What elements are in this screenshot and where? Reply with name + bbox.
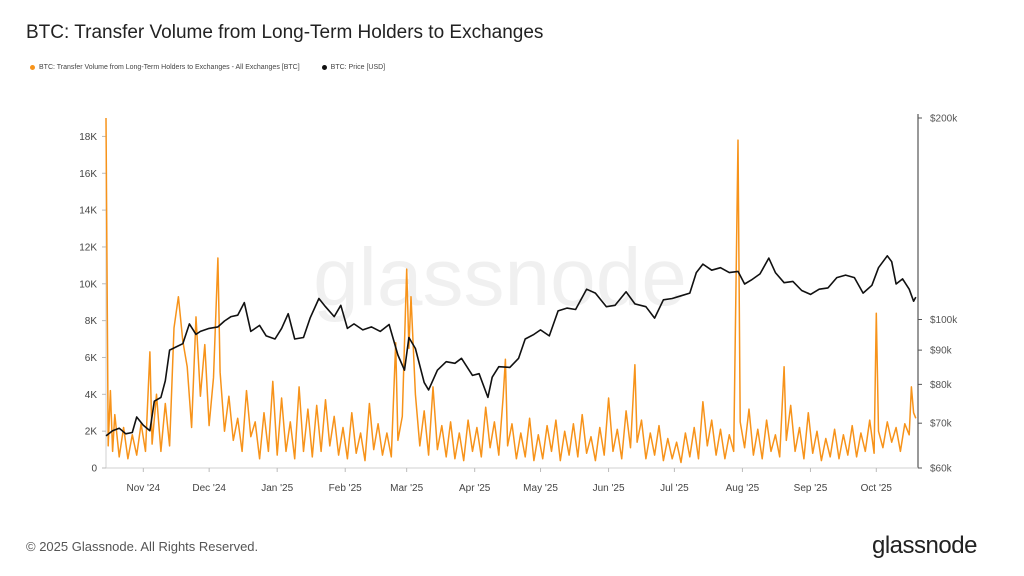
axes: 0 2K 4K 6K 8K 10K 12K 14K 16K 18K $60k $70k $80k $90k…: [79, 114, 958, 495]
x-tick-label: Apr '25: [459, 483, 491, 494]
legend: BTC: Transfer Volume from Long-Term Hold…: [30, 64, 407, 71]
x-tick-label: Jul '25: [660, 483, 689, 494]
y-left-tick-label: 8K: [85, 316, 98, 327]
copyright-text: © 2025 Glassnode. All Rights Reserved.: [26, 539, 259, 554]
glassnode-logo[interactable]: glassnode: [872, 532, 977, 559]
x-tick-label: Oct '25: [861, 483, 893, 494]
x-tick-label: Jan '25: [261, 483, 293, 494]
series-line-price[interactable]: [105, 255, 917, 437]
y-left-tick-label: 14K: [79, 206, 97, 217]
y-right-tick-label: $100k: [930, 315, 958, 326]
y-left-tick-label: 2K: [85, 427, 98, 438]
y-left-tick-label: 0: [91, 464, 97, 475]
y-left-tick-label: 12K: [79, 242, 97, 253]
series-price[interactable]: [105, 255, 917, 437]
legend-item-price[interactable]: BTC: Price [USD]: [321, 64, 386, 71]
legend-label-price: BTC: Price [USD]: [330, 64, 386, 71]
legend-marker-volume: [30, 65, 35, 70]
series-volume[interactable]: [105, 117, 917, 464]
legend-label-volume: BTC: Transfer Volume from Long-Term Hold…: [39, 64, 300, 71]
x-tick-label: Dec '24: [192, 483, 226, 494]
x-tick-label: Jun '25: [593, 483, 625, 494]
y-left-tick-label: 4K: [85, 390, 98, 401]
legend-item-volume[interactable]: BTC: Transfer Volume from Long-Term Hold…: [30, 64, 300, 71]
legend-marker-price: [321, 65, 327, 70]
x-tick-label: Mar '25: [390, 483, 423, 494]
y-right-tick-label: $60k: [930, 464, 953, 475]
y-right-tick-label: $80k: [930, 380, 953, 391]
x-tick-label: Aug '25: [726, 483, 760, 494]
y-left-tick-label: 18K: [79, 132, 97, 143]
y-left-tick-label: 10K: [79, 279, 97, 290]
x-tick-label: Sep '25: [794, 483, 828, 494]
y-left-tick-label: 16K: [79, 169, 97, 180]
y-right-tick-label: $90k: [930, 346, 953, 357]
x-tick-label: Nov '24: [127, 483, 161, 494]
series-line-volume[interactable]: [105, 117, 917, 464]
y-right-tick-label: $200k: [930, 114, 958, 125]
x-tick-label: Feb '25: [329, 483, 362, 494]
x-tick-label: May '25: [523, 483, 558, 494]
watermark: glassnode: [313, 232, 687, 323]
chart-title: BTC: Transfer Volume from Long-Term Hold…: [26, 22, 544, 43]
y-right-tick-label: $70k: [930, 419, 953, 430]
y-left-tick-label: 6K: [85, 353, 98, 364]
